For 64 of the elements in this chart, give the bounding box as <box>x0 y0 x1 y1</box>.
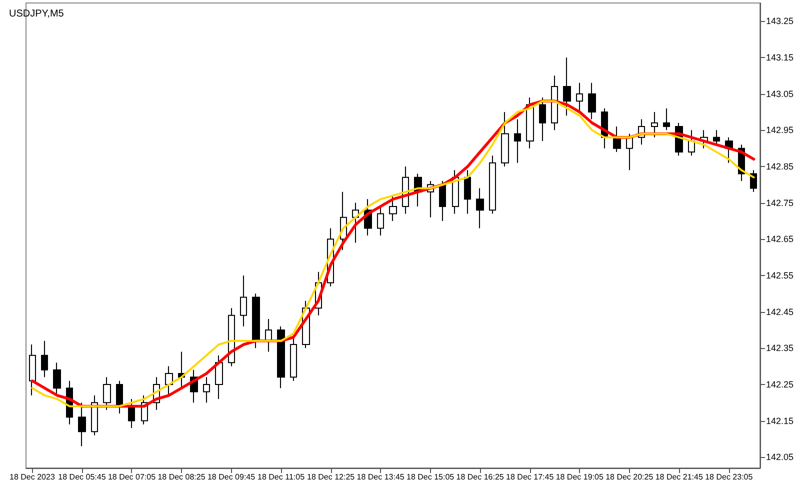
candlestick <box>103 376 111 410</box>
x-tick-label: 18 Dec 21:45 <box>655 472 704 482</box>
y-tick-label: 142.35 <box>766 343 794 354</box>
candlestick <box>663 108 670 131</box>
y-tick-label: 143.25 <box>766 16 794 26</box>
x-tick-label: 18 Dec 08:25 <box>158 472 206 482</box>
candlestick <box>613 126 621 152</box>
candlestick <box>277 326 285 389</box>
y-tick-label: 142.25 <box>766 379 794 390</box>
x-tick-label: 18 Dec 13:45 <box>356 472 405 482</box>
x-tick-label: 18 Dec 16:25 <box>456 472 504 482</box>
y-tick-label: 142.75 <box>766 198 794 208</box>
x-tick-label: 18 Dec 09:45 <box>207 472 256 482</box>
x-tick-label: 18 Dec 05:45 <box>58 472 106 482</box>
candlestick <box>464 170 471 214</box>
candlestick <box>252 293 260 349</box>
candlestick <box>290 336 297 382</box>
candlestick <box>203 376 210 404</box>
candlestick <box>377 206 384 236</box>
candlestick <box>116 380 123 414</box>
candlestick <box>439 180 446 222</box>
candlestick <box>489 155 496 214</box>
x-tick-label: 18 Dec 12:25 <box>307 472 356 482</box>
candlestick <box>128 398 135 429</box>
x-tick-label: 18 Dec 2023 <box>10 472 56 482</box>
candlestick <box>514 118 521 164</box>
candlestick <box>91 394 98 436</box>
candlestick <box>576 82 583 112</box>
y-tick-label: 142.65 <box>766 234 794 244</box>
candlestick <box>240 274 247 327</box>
y-tick-label: 142.55 <box>766 270 794 280</box>
candlestick <box>78 402 86 447</box>
candlestick <box>651 111 658 138</box>
y-tick-label: 142.05 <box>766 452 794 462</box>
candlestick <box>588 82 596 120</box>
x-tick-label: 18 Dec 07:05 <box>108 472 156 482</box>
candlestick <box>165 366 173 396</box>
y-tick-label: 143.05 <box>766 88 794 99</box>
y-tick-label: 142.45 <box>766 306 794 317</box>
x-tick-label: 18 Dec 20:25 <box>606 472 654 482</box>
y-tick-label: 142.95 <box>766 125 794 136</box>
candlestick <box>29 344 36 396</box>
y-tick-label: 143.15 <box>766 52 794 62</box>
candlestick <box>501 111 509 167</box>
candlestick <box>41 340 48 378</box>
candlestick <box>713 130 720 146</box>
x-tick-label: 18 Dec 23:05 <box>705 472 754 482</box>
candlestick <box>626 133 633 171</box>
x-tick-label: 18 Dec 19:05 <box>556 472 604 482</box>
x-tick-label: 18 Dec 17:45 <box>506 472 554 482</box>
text: USDJPY,M5 <box>9 8 64 20</box>
y-tick-label: 142.15 <box>766 416 794 426</box>
candlestick <box>688 130 695 156</box>
candlestick <box>750 170 757 192</box>
y-tick-label: 142.85 <box>766 161 794 172</box>
x-tick-label: 18 Dec 15:05 <box>406 472 455 482</box>
x-tick-label: 18 Dec 11:05 <box>258 472 306 482</box>
candlestick <box>53 362 61 396</box>
candlestick <box>389 195 397 222</box>
candlestick <box>476 188 484 229</box>
candlestick <box>563 56 571 116</box>
candlestick <box>539 96 546 142</box>
candlestick <box>551 75 558 131</box>
candlestick <box>215 354 223 400</box>
